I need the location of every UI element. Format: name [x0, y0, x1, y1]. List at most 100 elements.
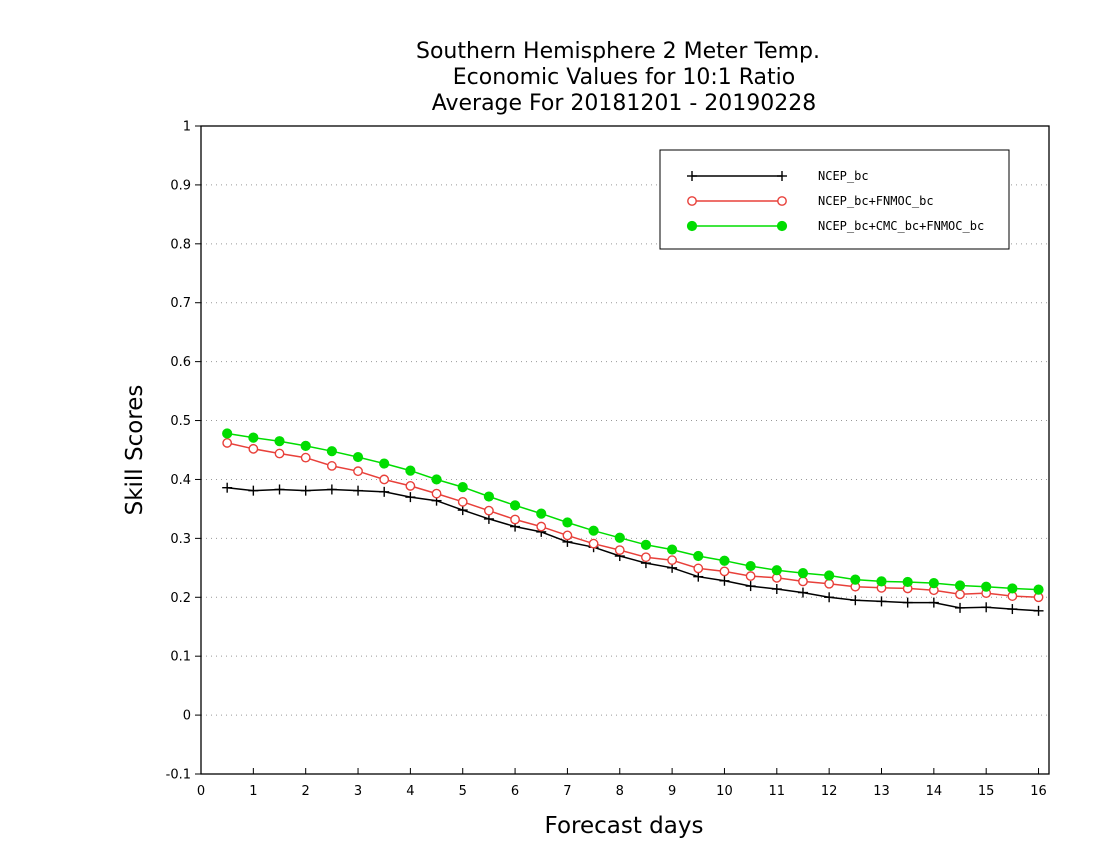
data-point — [326, 461, 337, 471]
y-tick-label: 0.6 — [170, 355, 191, 370]
legend-marker — [686, 220, 698, 232]
data-point — [745, 581, 756, 592]
data-point — [876, 596, 887, 607]
x-axis: 0 1 2 3 4 5 6 7 8 9 10 11 12 13 14 15 16 — [197, 768, 1047, 799]
x-tick-label: 6 — [511, 784, 519, 799]
data-point — [274, 436, 285, 447]
y-tick-label: 1 — [183, 120, 191, 135]
data-point — [693, 563, 704, 574]
plot-frame — [200, 125, 1050, 775]
series-line — [227, 486, 1039, 612]
y-tick-label: 0.9 — [170, 178, 191, 193]
legend: NCEP_bc NCEP_bc+FNMOC_bc NCEP_bc+CMC_bc+FN… — [659, 149, 1010, 250]
x-tick-label: 16 — [1030, 784, 1047, 799]
data-point — [379, 474, 390, 485]
legend-item: NCEP_bc+CMC_bc+FNMOC_bc — [686, 219, 984, 233]
data-point — [274, 448, 285, 459]
x-tick-label: 0 — [197, 784, 205, 799]
data-point — [876, 576, 887, 587]
series-0 — [222, 482, 1044, 616]
series-1 — [222, 438, 1044, 603]
data-point — [902, 576, 913, 588]
data-point — [667, 555, 678, 566]
series-layer — [222, 428, 1044, 616]
data-point — [405, 481, 416, 491]
data-point — [484, 505, 494, 516]
data-point — [274, 484, 285, 495]
data-point — [562, 530, 573, 541]
legend-label: NCEP_bc+FNMOC_bc — [818, 194, 934, 208]
data-point — [614, 545, 625, 556]
data-point — [824, 592, 835, 603]
data-point — [248, 443, 259, 454]
data-point — [693, 550, 704, 562]
x-tick-label: 11 — [769, 784, 786, 799]
y-tick-label: 0.4 — [170, 473, 191, 488]
x-tick-label: 3 — [354, 784, 362, 799]
data-point — [431, 488, 442, 499]
y-tick-label: 0 — [183, 709, 191, 724]
legend-label: NCEP_bc — [818, 169, 869, 183]
data-point — [405, 492, 416, 503]
y-axis: -0.1 0 0.1 0.2 0.3 0.4 0.5 0.6 0.7 0.8 0.9 1 — [166, 120, 201, 783]
data-point — [326, 446, 337, 457]
data-point — [405, 465, 416, 476]
data-point — [588, 538, 599, 549]
legend-box — [659, 149, 1010, 250]
data-point — [667, 544, 678, 555]
data-point — [562, 517, 573, 528]
data-point — [431, 474, 442, 485]
x-tick-label: 5 — [459, 784, 467, 799]
data-point — [510, 514, 520, 525]
x-tick-label: 9 — [668, 784, 676, 799]
legend-marker — [687, 171, 697, 181]
data-point — [483, 491, 495, 502]
x-tick-label: 12 — [821, 784, 838, 799]
x-tick-label: 1 — [249, 784, 257, 799]
data-point — [1007, 604, 1018, 615]
data-point — [981, 581, 992, 592]
y-tick-label: 0.7 — [170, 296, 191, 311]
data-point — [797, 568, 809, 579]
data-point — [928, 597, 939, 608]
data-point — [300, 485, 311, 496]
data-point — [850, 574, 861, 585]
data-point — [928, 578, 939, 589]
data-point — [352, 451, 364, 463]
data-point — [955, 602, 966, 613]
y-tick-label: 0.1 — [170, 650, 191, 665]
series-2 — [222, 428, 1044, 595]
x-tick-label: 15 — [978, 784, 995, 799]
data-point — [248, 485, 259, 496]
data-point — [719, 555, 730, 566]
legend-item: NCEP_bc — [687, 169, 869, 183]
data-point — [824, 570, 835, 581]
data-point — [745, 571, 756, 581]
data-point — [850, 595, 861, 606]
data-point — [824, 578, 835, 589]
title-line-1: Southern Hemisphere 2 Meter Temp. — [416, 39, 820, 64]
legend-marker — [776, 220, 788, 232]
data-point — [1033, 605, 1044, 616]
x-tick-label: 10 — [716, 784, 733, 799]
data-point — [955, 589, 965, 600]
y-tick-label: 0.5 — [170, 414, 191, 429]
legend-marker — [777, 171, 787, 181]
data-point — [379, 458, 390, 469]
legend-marker — [777, 196, 787, 206]
y-tick-label: -0.1 — [166, 768, 191, 783]
data-point — [588, 525, 599, 536]
data-point — [457, 505, 468, 516]
title-line-3: Average For 20181201 - 20190228 — [432, 91, 817, 116]
series-line — [227, 442, 1039, 599]
data-point — [954, 580, 966, 591]
data-point — [222, 438, 233, 448]
data-point — [457, 496, 468, 507]
data-point — [693, 571, 704, 582]
data-point — [509, 500, 521, 511]
legend-marker — [687, 196, 697, 206]
x-tick-label: 8 — [616, 784, 624, 799]
data-point — [614, 532, 625, 543]
data-point — [719, 575, 730, 586]
